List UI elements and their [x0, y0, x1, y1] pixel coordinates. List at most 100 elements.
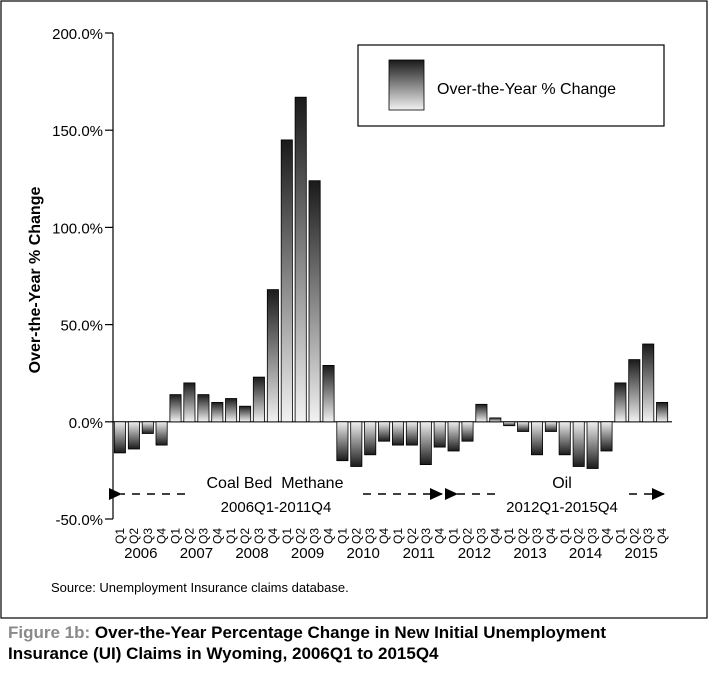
quarter-tick-label: Q3	[474, 528, 488, 544]
quarter-tick-label: Q4	[544, 528, 558, 544]
bar	[141, 421, 154, 434]
quarter-tick-label: Q2	[627, 528, 641, 544]
year-label: 2014	[569, 545, 602, 562]
bar	[544, 421, 557, 432]
bar	[572, 421, 585, 467]
bar	[322, 364, 335, 423]
annotation-oil-range: 2012Q1-2015Q4	[506, 499, 618, 516]
bar	[586, 421, 599, 469]
year-labels: 2006 2007 2008 2009 2010 2011 2012 2013 2014 2015	[124, 545, 658, 562]
quarter-tick-label: Q3	[419, 528, 433, 544]
legend-label: Over-the-Year % Change	[437, 81, 616, 98]
bar	[252, 376, 265, 423]
quarter-tick-label: Q3	[641, 528, 655, 544]
legend: Over-the-Year % Change	[357, 44, 665, 127]
quarter-tick-label: Q4	[600, 528, 614, 544]
bar	[364, 421, 377, 456]
bar	[211, 401, 224, 423]
figure-title-line1: Over-the-Year Percentage Change in New I…	[94, 623, 606, 642]
quarter-tick-label: Q2	[182, 528, 196, 544]
quarter-tick-label: Q1	[558, 528, 572, 544]
quarter-tick-label: Q3	[196, 528, 210, 544]
y-axis-label: Over-the-Year % Change	[27, 187, 44, 374]
bar	[461, 421, 474, 442]
bar	[489, 417, 502, 423]
quarter-tick-label: Q4	[210, 528, 224, 544]
figure-title-line2: Insurance (UI) Claims in Wyoming, 2006Q1…	[8, 644, 439, 663]
bars	[113, 96, 669, 469]
bar	[600, 421, 613, 452]
quarter-tick-label: Q3	[363, 528, 377, 544]
bar	[350, 421, 363, 467]
bar	[225, 398, 238, 423]
figure-caption-line2: Insurance (UI) Claims in Wyoming, 2006Q1…	[8, 644, 439, 664]
quarter-tick-label: Q1	[613, 528, 627, 544]
bar	[614, 382, 627, 423]
bar	[642, 343, 655, 423]
year-label: 2009	[291, 545, 324, 562]
bar	[127, 421, 140, 450]
figure-label: Figure 1b:	[8, 623, 91, 642]
quarter-tick-label: Q4	[488, 528, 502, 544]
year-label: 2008	[235, 545, 268, 562]
quarter-tick-label: Q2	[460, 528, 474, 544]
bar	[475, 403, 488, 423]
quarter-tick-label: Q1	[335, 528, 349, 544]
bar	[266, 289, 279, 423]
quarter-tick-label: Q3	[308, 528, 322, 544]
quarter-tick-label: Q1	[169, 528, 183, 544]
figure-caption-line1: Figure 1b: Over-the-Year Percentage Chan…	[8, 623, 606, 643]
year-label: 2006	[124, 545, 157, 562]
bar	[169, 394, 182, 423]
bar	[405, 421, 418, 446]
quarter-tick-label: Q4	[266, 528, 280, 544]
quarter-tick-label: Q2	[349, 528, 363, 544]
quarter-tick-label: Q1	[224, 528, 238, 544]
quarter-tick-label: Q1	[391, 528, 405, 544]
bar	[419, 421, 432, 465]
year-label: 2010	[347, 545, 380, 562]
quarter-tick-label: Q2	[294, 528, 308, 544]
bar	[378, 421, 391, 442]
quarter-tick-label: Q4	[655, 528, 669, 544]
year-label: 2011	[403, 545, 435, 562]
bar	[239, 405, 252, 423]
bar	[280, 139, 293, 423]
quarter-tick-label: Q2	[516, 528, 530, 544]
bar	[308, 180, 321, 423]
bar	[531, 421, 544, 456]
quarter-tick-label: Q2	[238, 528, 252, 544]
year-label: 2007	[180, 545, 213, 562]
bar	[391, 421, 404, 446]
year-label: 2015	[625, 545, 658, 562]
quarter-tick-label: Q3	[141, 528, 155, 544]
annotation-oil: Oil 2012Q1-2015Q4	[445, 475, 665, 516]
y-tick-label: 150.0%	[52, 123, 103, 140]
bar	[183, 382, 196, 423]
y-tick-label: -50.0%	[55, 512, 103, 529]
year-label: 2012	[458, 545, 491, 562]
bar	[628, 359, 641, 423]
y-ticks: 200.0% 150.0% 100.0% 50.0% 0.0% -50.0%	[52, 26, 113, 529]
bar	[433, 421, 446, 448]
source-note: Source: Unemployment Insurance claims da…	[51, 580, 349, 595]
quarter-labels: Q1 Q2 Q3 Q4 Q1 Q2 Q3 Q4 Q1 Q2 Q3 Q4 Q1 Q2 Q3 Q4 Q1 Q2 Q3 Q4…	[113, 528, 669, 544]
bar	[558, 421, 571, 456]
bar	[197, 394, 210, 423]
quarter-tick-label: Q1	[280, 528, 294, 544]
annotation-cbm-name: Coal Bed Methane	[207, 475, 344, 492]
bar	[336, 421, 349, 462]
year-label: 2013	[513, 545, 546, 562]
bar	[656, 401, 669, 423]
y-tick-label: 200.0%	[52, 26, 103, 43]
quarter-tick-label: Q3	[530, 528, 544, 544]
quarter-tick-label: Q2	[405, 528, 419, 544]
quarter-tick-label: Q2	[572, 528, 586, 544]
quarter-tick-label: Q1	[113, 528, 127, 544]
quarter-tick-label: Q4	[155, 528, 169, 544]
y-tick-label: 100.0%	[52, 220, 103, 237]
bar	[447, 421, 460, 452]
quarter-tick-label: Q3	[586, 528, 600, 544]
annotation-coal-bed-methane: Coal Bed Methane 2006Q1-2011Q4	[109, 475, 443, 516]
